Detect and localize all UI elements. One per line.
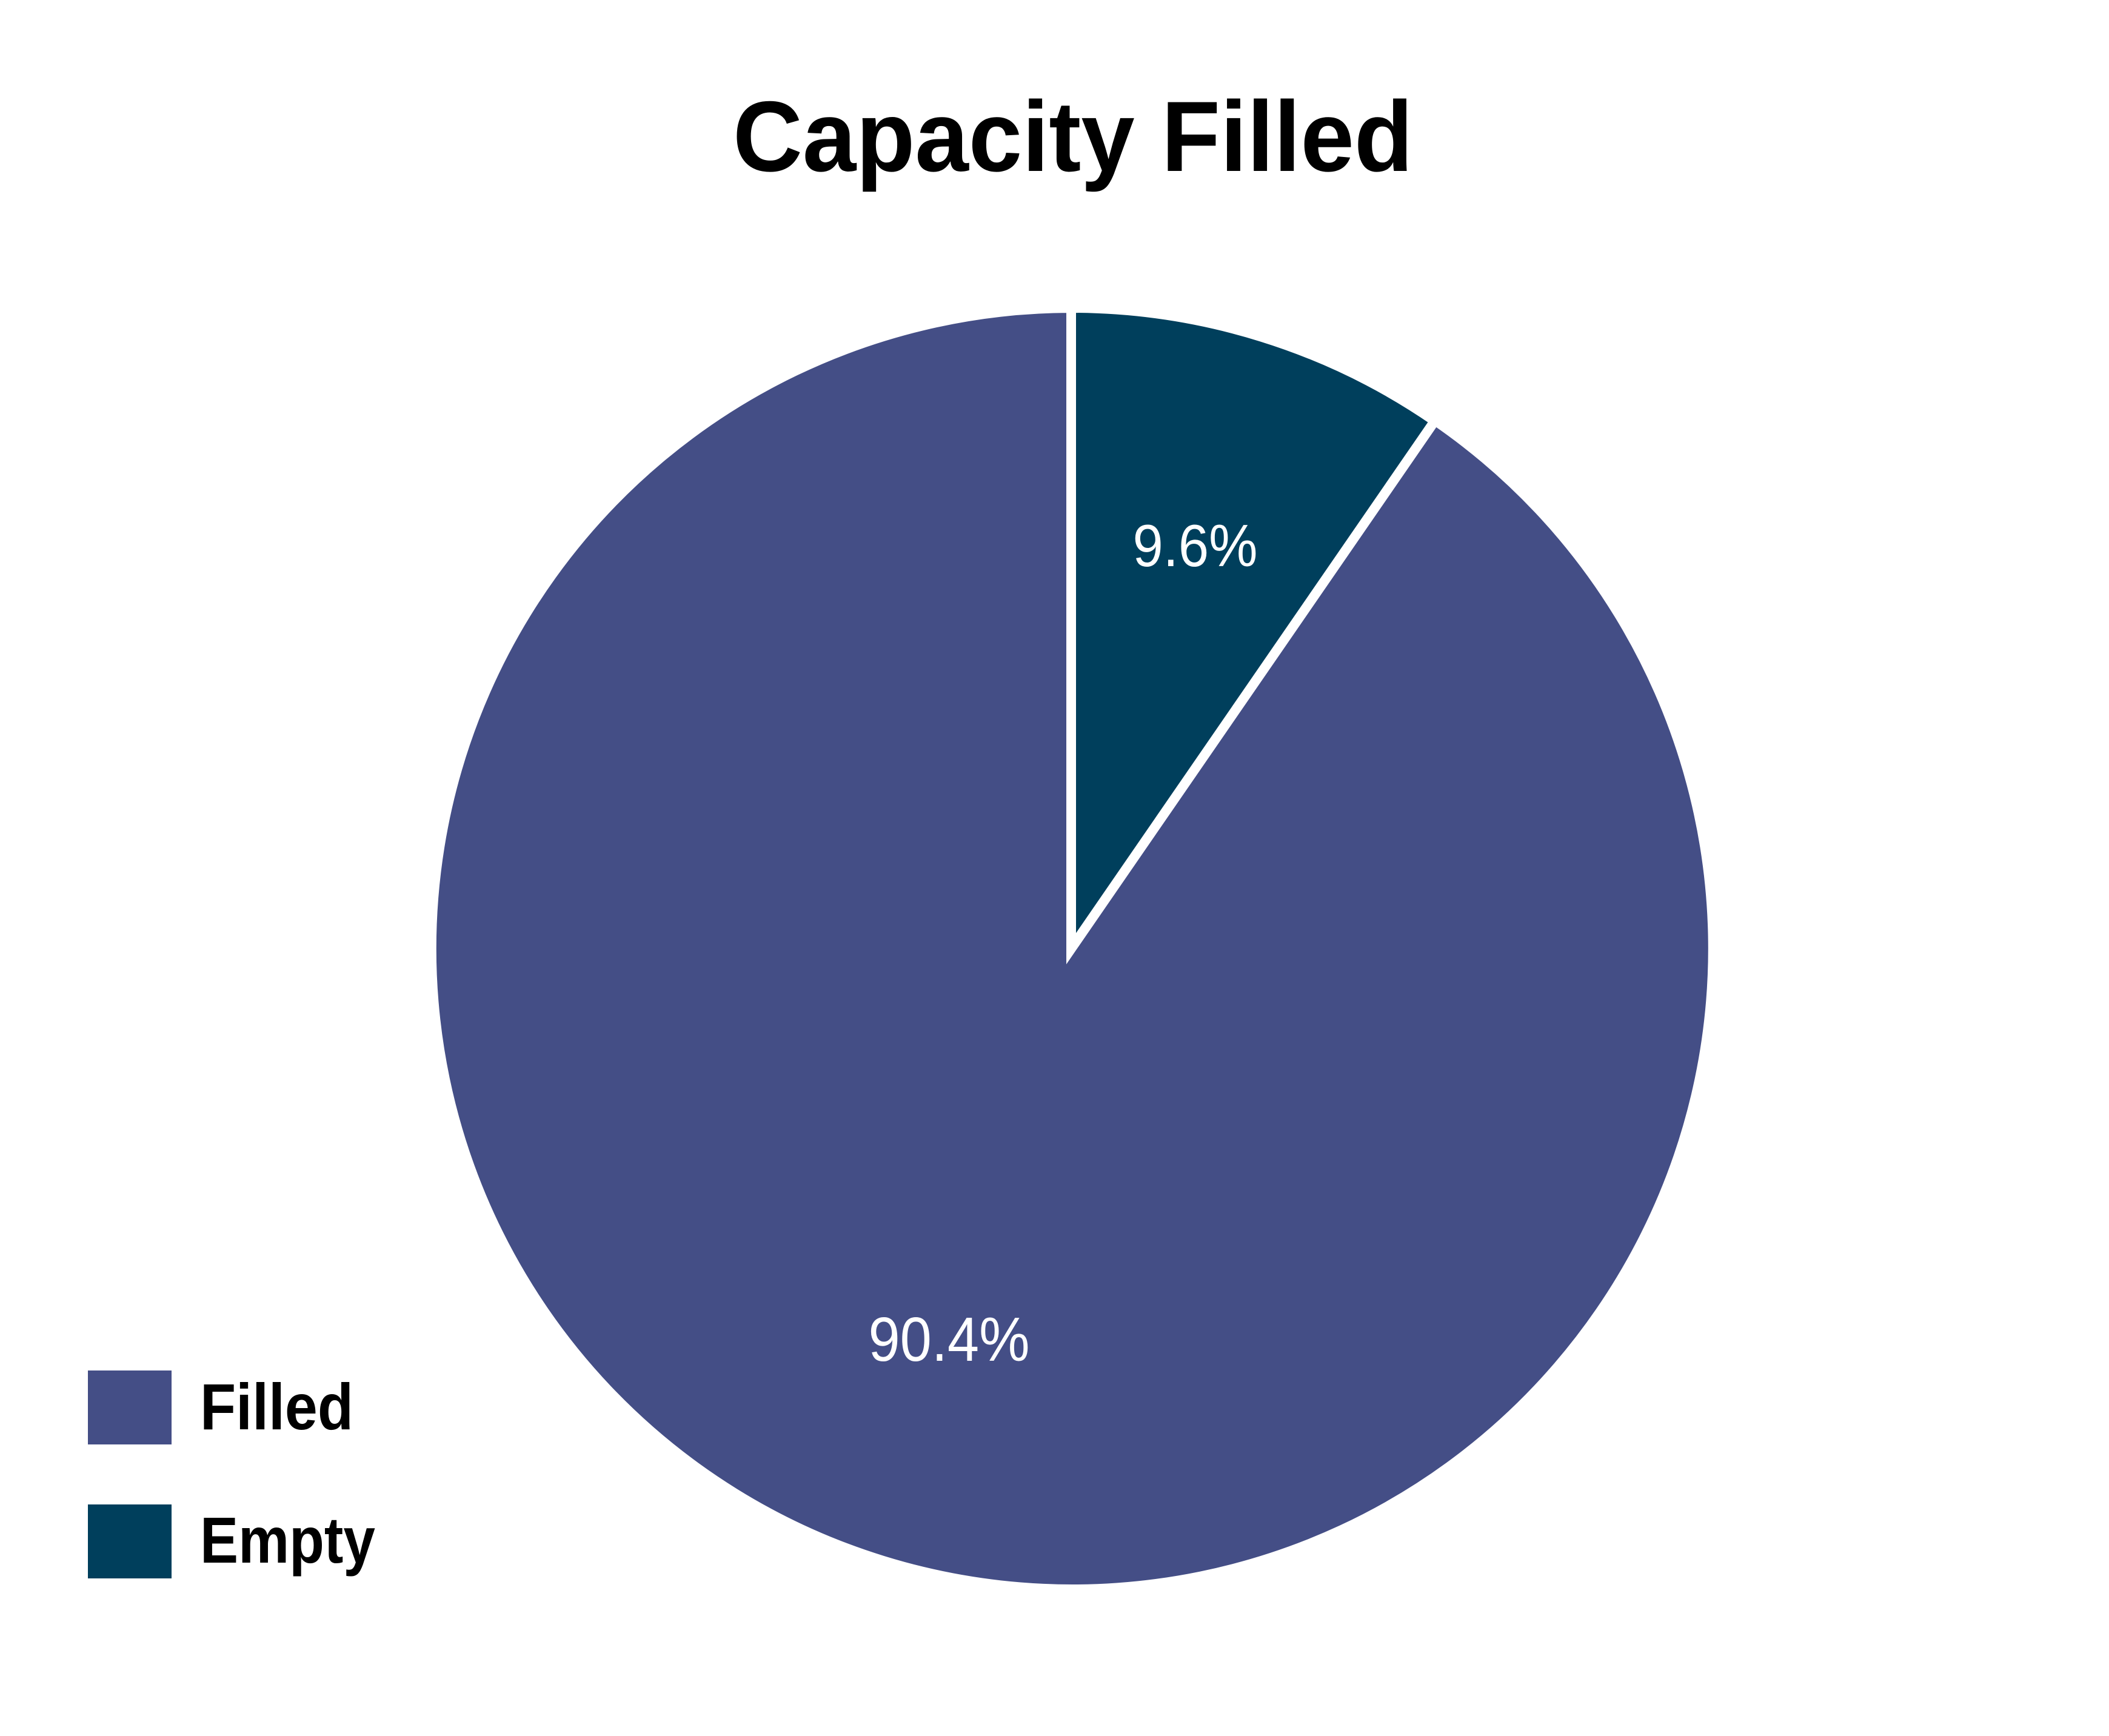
svg-text:90.4%: 90.4% [869, 1304, 1030, 1374]
svg-text:9.6%: 9.6% [1133, 512, 1258, 579]
svg-text:Filled: Filled [200, 1370, 353, 1443]
svg-text:Empty: Empty [200, 1503, 375, 1577]
svg-text:Capacity Filled: Capacity Filled [733, 81, 1413, 192]
